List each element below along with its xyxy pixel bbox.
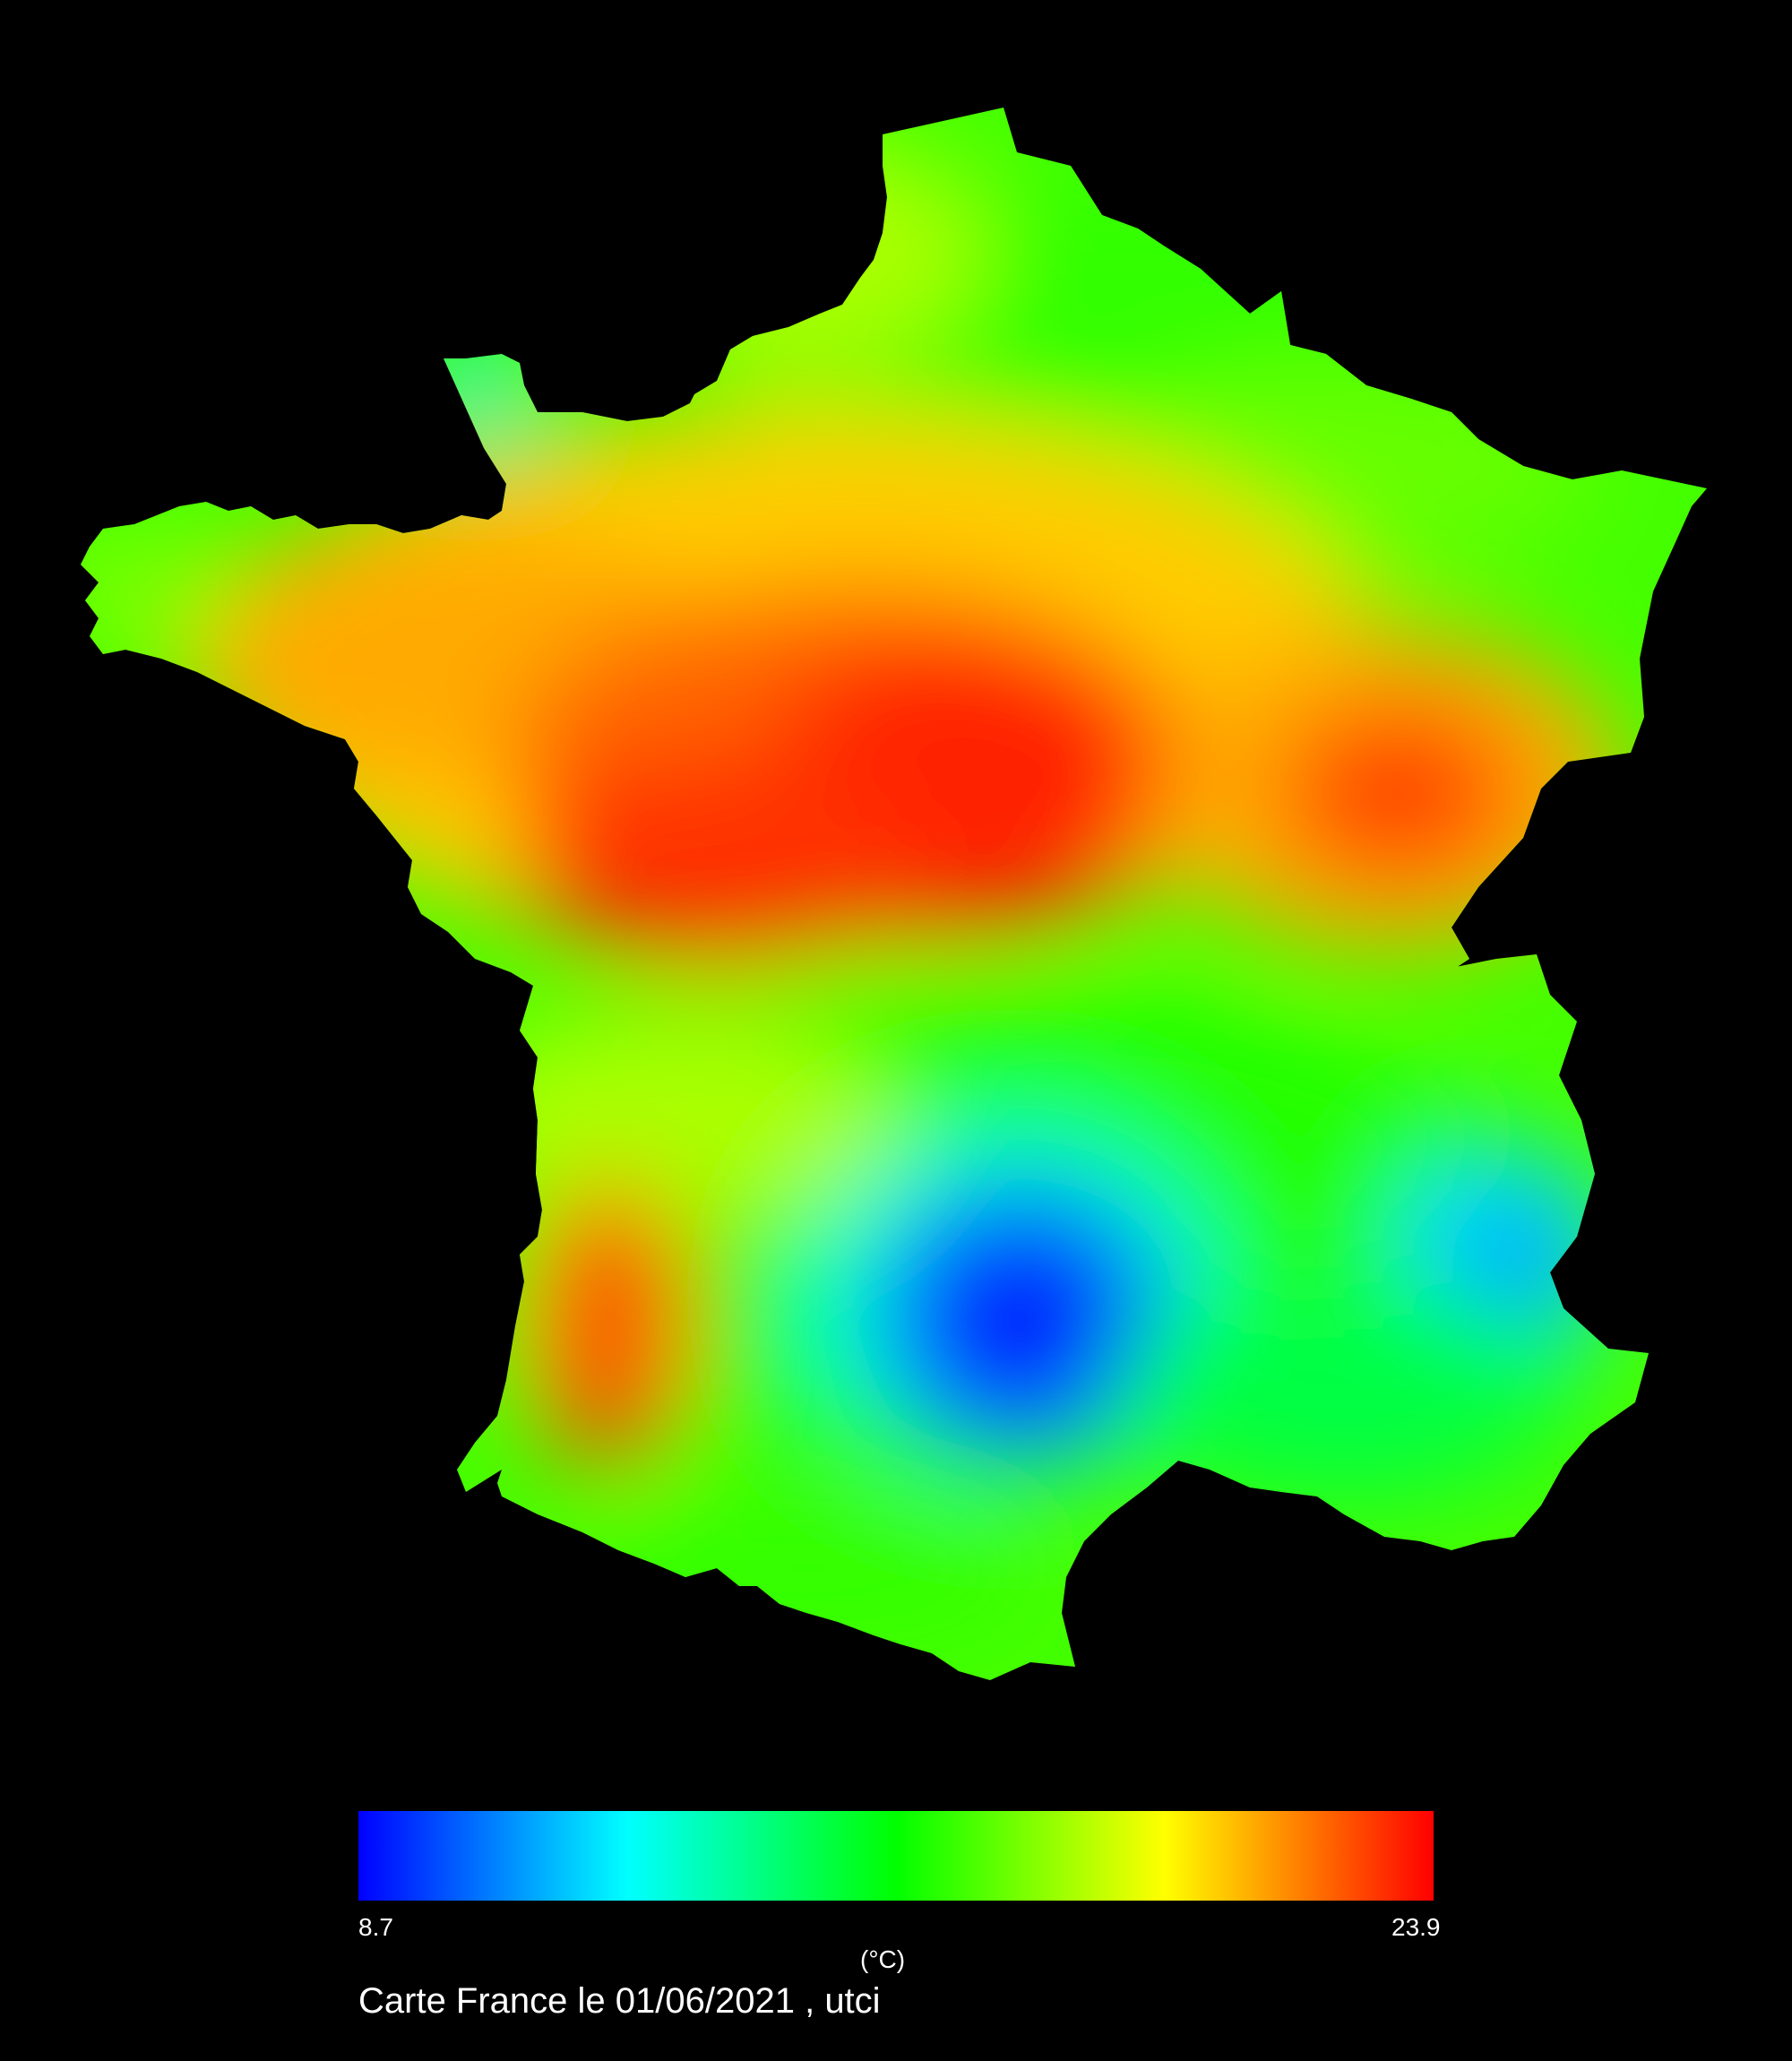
utci-heat-field bbox=[81, 134, 1622, 1640]
colorbar-min-label: 8.7 bbox=[358, 1913, 393, 1941]
map-title: Carte France le 01/06/2021 , utci bbox=[358, 1981, 881, 2021]
colorbar bbox=[358, 1811, 1434, 1901]
france-outline bbox=[81, 108, 1707, 1680]
colorbar-max-label: 23.9 bbox=[1391, 1913, 1441, 1941]
colorbar-unit-label: (°C) bbox=[860, 1945, 906, 1973]
colorbar-gradient bbox=[358, 1811, 1434, 1901]
